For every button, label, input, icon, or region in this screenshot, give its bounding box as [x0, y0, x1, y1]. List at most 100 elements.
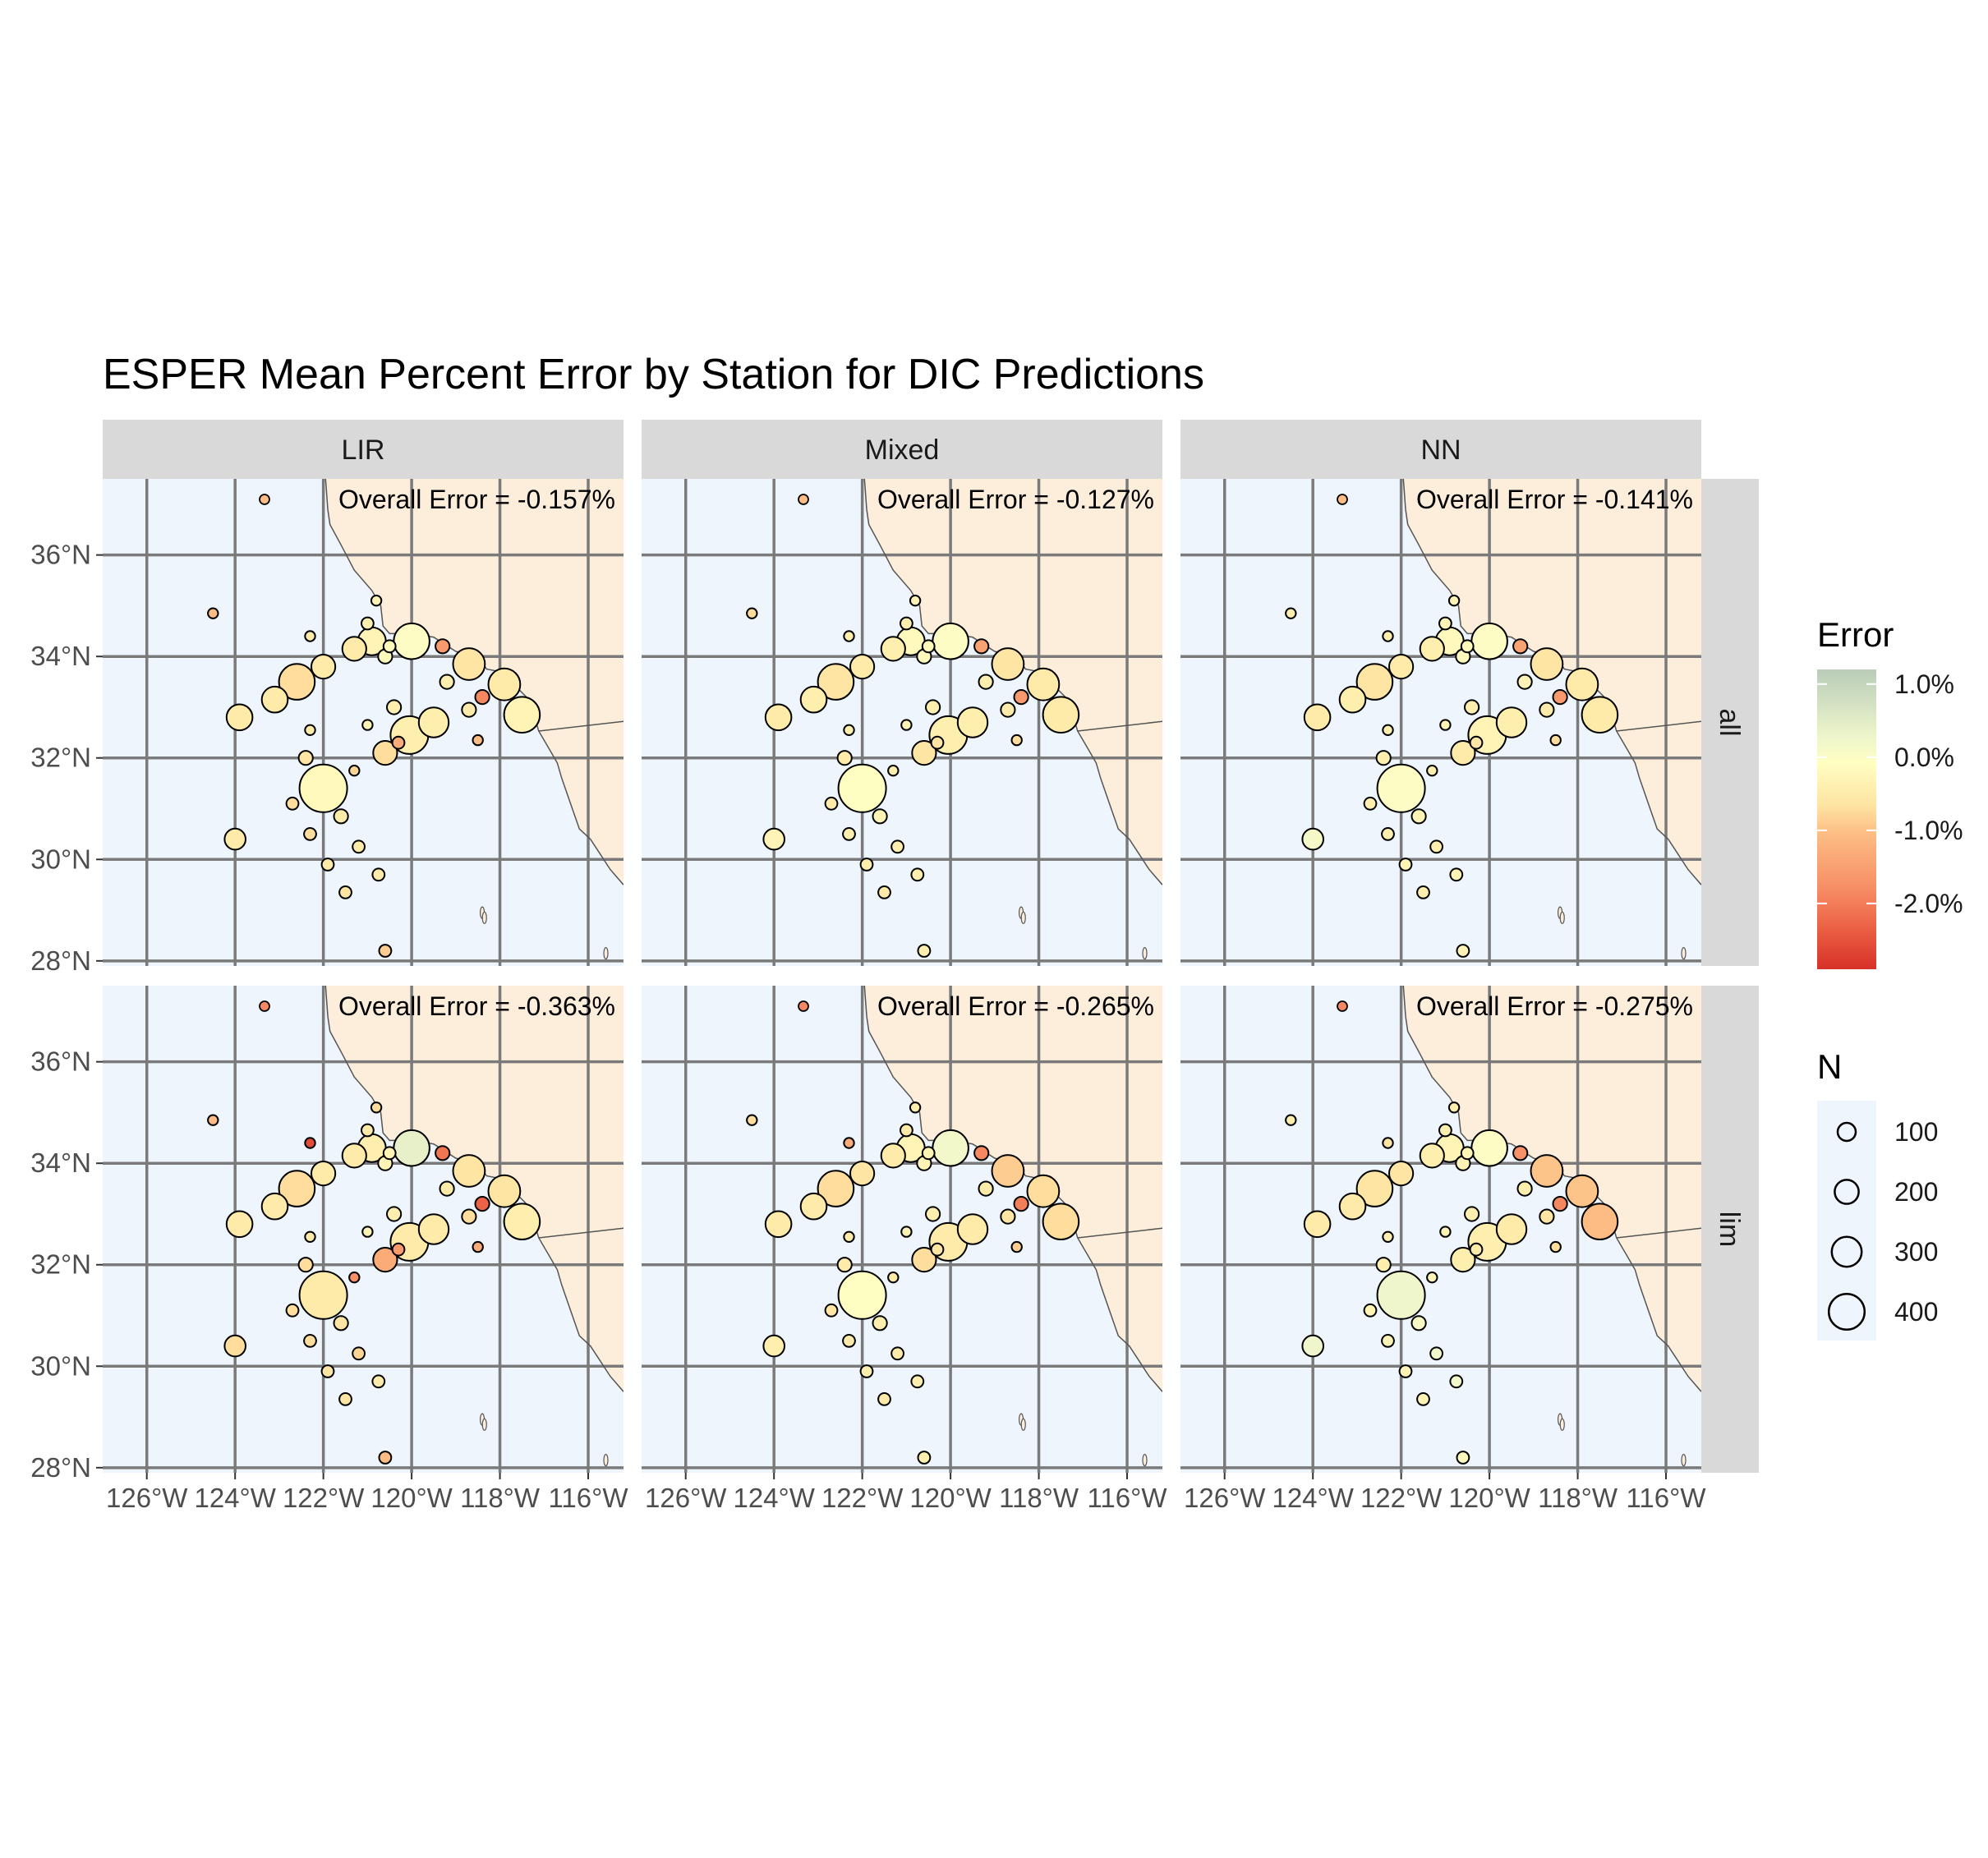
- station-point: [435, 638, 451, 655]
- panel-content: Overall Error = -0.127%: [642, 479, 1162, 966]
- station-point: [925, 1206, 941, 1222]
- station-point: [452, 647, 486, 681]
- land-area: [864, 479, 1162, 885]
- station-point: [1026, 667, 1061, 701]
- station-point: [1438, 1123, 1452, 1138]
- station-point: [762, 1334, 786, 1358]
- station-point: [225, 703, 254, 732]
- x-tick-label: 126°W: [106, 1483, 188, 1513]
- station-point: [1381, 827, 1395, 841]
- station-point: [1355, 663, 1394, 701]
- island: [1142, 1453, 1148, 1467]
- x-tick-label: 120°W: [1448, 1483, 1530, 1513]
- station-point: [991, 1154, 1025, 1188]
- x-tick-label: 118°W: [460, 1483, 541, 1513]
- overall-error-annotation: Overall Error = -0.157%: [338, 485, 615, 514]
- colorbar: [1817, 669, 1876, 969]
- station-point: [1439, 1226, 1452, 1238]
- overall-error-annotation: Overall Error = -0.127%: [877, 485, 1154, 514]
- station-point: [417, 706, 450, 738]
- station-point: [452, 1154, 486, 1188]
- station-point: [890, 1346, 904, 1361]
- station-point: [1581, 696, 1619, 734]
- panel-content: Overall Error = -0.265%: [642, 986, 1162, 1473]
- country-border: [538, 1227, 624, 1239]
- station-point: [900, 1226, 913, 1238]
- chart-title: ESPER Mean Percent Error by Station for …: [103, 351, 1204, 398]
- station-point: [817, 1170, 855, 1207]
- panel-nn-lim: Overall Error = -0.275%: [1180, 986, 1701, 1473]
- station-point: [973, 638, 990, 655]
- station-point: [842, 1334, 856, 1348]
- station-point: [260, 685, 289, 714]
- y-tick-label: 34°N: [30, 1147, 91, 1178]
- station-point: [371, 1374, 386, 1389]
- station-point: [900, 616, 913, 631]
- station-point: [921, 639, 936, 654]
- x-tick-label: 120°W: [370, 1483, 453, 1513]
- island: [603, 1453, 609, 1467]
- strip-label-lir: LIR: [342, 435, 385, 466]
- x-tick-label: 124°W: [194, 1483, 276, 1513]
- station-point: [439, 674, 455, 690]
- size-legend-label: 200: [1894, 1177, 1938, 1207]
- station-point: [930, 1242, 945, 1257]
- station-point: [439, 1180, 455, 1197]
- y-tick-label: 28°N: [30, 1452, 91, 1483]
- station-point: [1456, 1451, 1470, 1465]
- station-point: [877, 1392, 891, 1406]
- station-point: [303, 1334, 317, 1348]
- station-point: [1042, 696, 1080, 734]
- station-point: [1419, 636, 1445, 662]
- panel-content: Overall Error = -0.275%: [1180, 986, 1701, 1473]
- station-point: [435, 1145, 451, 1161]
- station-point: [1516, 1180, 1533, 1197]
- station-point: [461, 1208, 477, 1225]
- station-point: [1438, 616, 1452, 631]
- station-point: [917, 1451, 932, 1465]
- x-tick-label: 122°W: [283, 1483, 365, 1513]
- island: [1020, 1418, 1026, 1431]
- station-point: [278, 663, 316, 701]
- station-point: [880, 1143, 906, 1169]
- island: [1020, 911, 1026, 924]
- station-point: [382, 639, 397, 654]
- station-point: [1581, 1203, 1619, 1240]
- station-point: [361, 616, 375, 631]
- y-tick-label: 28°N: [30, 945, 91, 976]
- coastline: [863, 986, 1162, 1392]
- station-point: [1469, 735, 1484, 750]
- station-point: [1512, 638, 1529, 655]
- station-point: [925, 699, 941, 715]
- y-tick-label: 32°N: [30, 1249, 91, 1280]
- station-point: [1301, 827, 1324, 851]
- size-legend-key: [1830, 1235, 1863, 1268]
- strip-nn: [1180, 420, 1701, 479]
- station-point: [472, 734, 484, 747]
- station-point: [333, 1315, 349, 1331]
- station-point: [843, 724, 855, 736]
- station-point: [298, 1270, 348, 1320]
- station-point: [1470, 1129, 1508, 1167]
- station-point: [842, 827, 856, 841]
- station-point: [207, 607, 219, 619]
- island: [1559, 911, 1565, 924]
- station-point: [872, 1315, 888, 1331]
- station-point: [1303, 1210, 1332, 1239]
- annotation-marker: [798, 1000, 809, 1012]
- land-area: [864, 986, 1162, 1392]
- station-point: [843, 1230, 855, 1244]
- station-point: [1000, 1208, 1016, 1225]
- x-tick-label: 118°W: [999, 1483, 1079, 1513]
- station-point: [1439, 719, 1452, 731]
- station-point: [872, 808, 888, 825]
- station-point: [1565, 1174, 1599, 1208]
- station-point: [1301, 1334, 1324, 1358]
- station-point: [859, 858, 874, 872]
- station-point: [370, 1101, 383, 1114]
- colorbar-label: 0.0%: [1894, 743, 1954, 772]
- station-point: [843, 630, 855, 642]
- coastline: [324, 986, 624, 1392]
- station-point: [304, 1230, 316, 1244]
